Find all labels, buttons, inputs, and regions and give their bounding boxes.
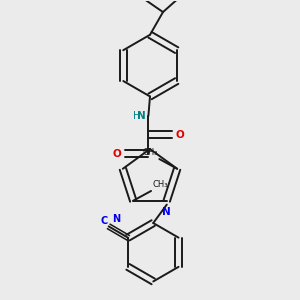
Text: CH₃: CH₃ [153,180,168,189]
Text: H: H [133,111,140,121]
Text: N: N [162,206,171,217]
Text: CH₃: CH₃ [142,148,158,158]
Text: N: N [112,214,120,224]
Text: O: O [112,148,121,159]
Text: C: C [100,216,107,226]
Text: O: O [176,130,184,140]
Text: N: N [137,111,146,121]
